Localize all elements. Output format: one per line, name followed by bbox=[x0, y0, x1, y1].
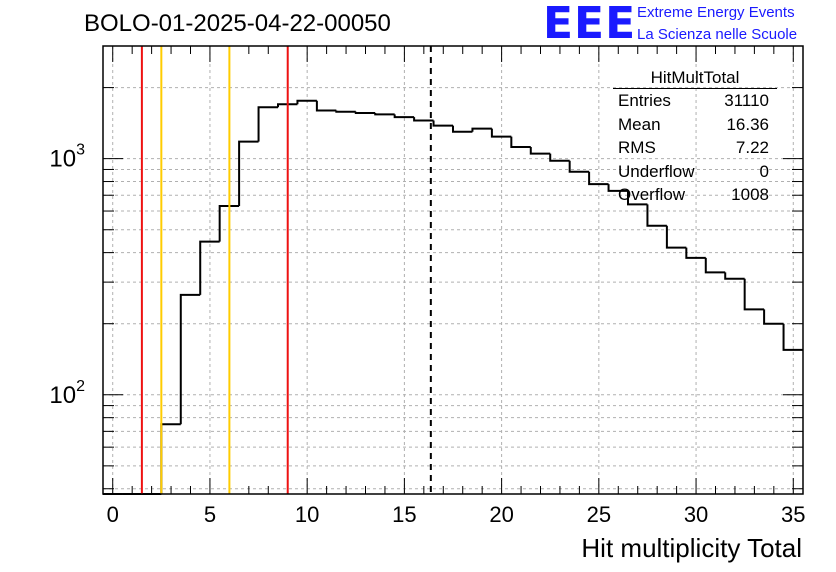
plot-frame bbox=[102, 45, 804, 495]
x-tick-label: 15 bbox=[392, 502, 416, 527]
stats-value: 16.36 bbox=[726, 114, 769, 134]
marker-lines bbox=[140, 46, 432, 494]
histogram-bin bbox=[607, 184, 628, 192]
y-tick-label-base: 10 bbox=[49, 382, 76, 409]
x-tick-label: 20 bbox=[489, 502, 513, 527]
stats-value: 0 bbox=[759, 161, 769, 181]
histogram-bin bbox=[179, 293, 201, 425]
histogram-bin bbox=[335, 110, 356, 113]
grid-layer bbox=[103, 45, 803, 494]
histogram-bin bbox=[743, 278, 765, 311]
y-tick-label-base: 10 bbox=[49, 146, 76, 173]
histogram-bin bbox=[782, 323, 803, 351]
histogram-bin bbox=[627, 190, 648, 206]
stats-label: RMS bbox=[618, 138, 656, 157]
histogram-bin bbox=[374, 113, 395, 116]
y-tick-label: 103 bbox=[49, 142, 85, 173]
stats-label: Mean bbox=[618, 114, 661, 134]
x-axis-label: Hit multiplicity Total bbox=[581, 533, 802, 563]
histogram-bin bbox=[568, 160, 590, 173]
histogram-bin bbox=[549, 153, 570, 162]
histogram-bin bbox=[315, 100, 337, 112]
stats-value: 1008 bbox=[731, 185, 769, 204]
histogram-bin bbox=[490, 128, 512, 138]
x-tick-label: 25 bbox=[587, 502, 611, 527]
logo-line-2: La Scienza nelle Scuole bbox=[637, 26, 798, 43]
histogram-bin bbox=[471, 127, 492, 132]
histogram-bin bbox=[160, 423, 181, 494]
histogram-bin bbox=[354, 111, 376, 115]
histogram-bin bbox=[218, 205, 240, 242]
stats-row-mean: Mean 16.36 bbox=[611, 113, 777, 137]
stats-value: 31110 bbox=[724, 91, 769, 110]
histogram-bin bbox=[452, 125, 473, 133]
histogram-bin bbox=[238, 140, 259, 207]
logo-line-1: Extreme Energy Events bbox=[637, 4, 795, 21]
histogram-bin bbox=[257, 106, 278, 142]
stats-label: Entries bbox=[618, 91, 671, 110]
histogram-bin bbox=[510, 136, 531, 149]
stats-row-overflow: Overflow 1008 bbox=[611, 183, 777, 207]
x-tick-label: 5 bbox=[204, 502, 216, 527]
histogram-bin bbox=[665, 225, 687, 249]
stats-row-rms: RMS 7.22 bbox=[611, 136, 777, 160]
histogram-bin bbox=[588, 171, 609, 186]
stats-value: 7.22 bbox=[735, 138, 769, 157]
histogram-bin bbox=[296, 99, 317, 105]
y-tick-label-exponent: 3 bbox=[76, 142, 85, 159]
histogram-bin bbox=[529, 147, 551, 155]
x-tick-label: 30 bbox=[684, 502, 708, 527]
x-tick-label: 35 bbox=[781, 502, 805, 527]
x-tick-label: 10 bbox=[295, 502, 319, 527]
histogram-bin bbox=[724, 272, 745, 280]
y-tick-label-exponent: 2 bbox=[76, 378, 85, 395]
histogram-bin bbox=[413, 117, 434, 122]
stats-label: Overflow bbox=[618, 185, 686, 204]
histogram-bin bbox=[432, 120, 453, 127]
stats-row-entries: Entries 31110 bbox=[611, 89, 777, 113]
histogram-bin bbox=[704, 257, 726, 274]
stats-row-underflow: Underflow 0 bbox=[611, 160, 777, 184]
chart-title: BOLO-01-2025-04-22-00050 bbox=[84, 10, 391, 37]
stats-box: HitMultTotal Entries 31110 Mean 16.36 RM… bbox=[611, 68, 777, 207]
y-tick-label: 102 bbox=[49, 378, 85, 409]
histogram-bin bbox=[393, 114, 415, 119]
stats-title: HitMultTotal bbox=[613, 68, 777, 89]
histogram-bin bbox=[685, 247, 706, 259]
histogram-bin bbox=[763, 309, 784, 325]
histogram-bin bbox=[646, 204, 667, 227]
histogram-bin bbox=[277, 103, 298, 108]
x-tick-label: 0 bbox=[107, 502, 119, 527]
eee-logo-mark: EEE bbox=[543, 0, 637, 49]
histogram-bin bbox=[199, 240, 220, 295]
stats-label: Underflow bbox=[618, 161, 695, 181]
